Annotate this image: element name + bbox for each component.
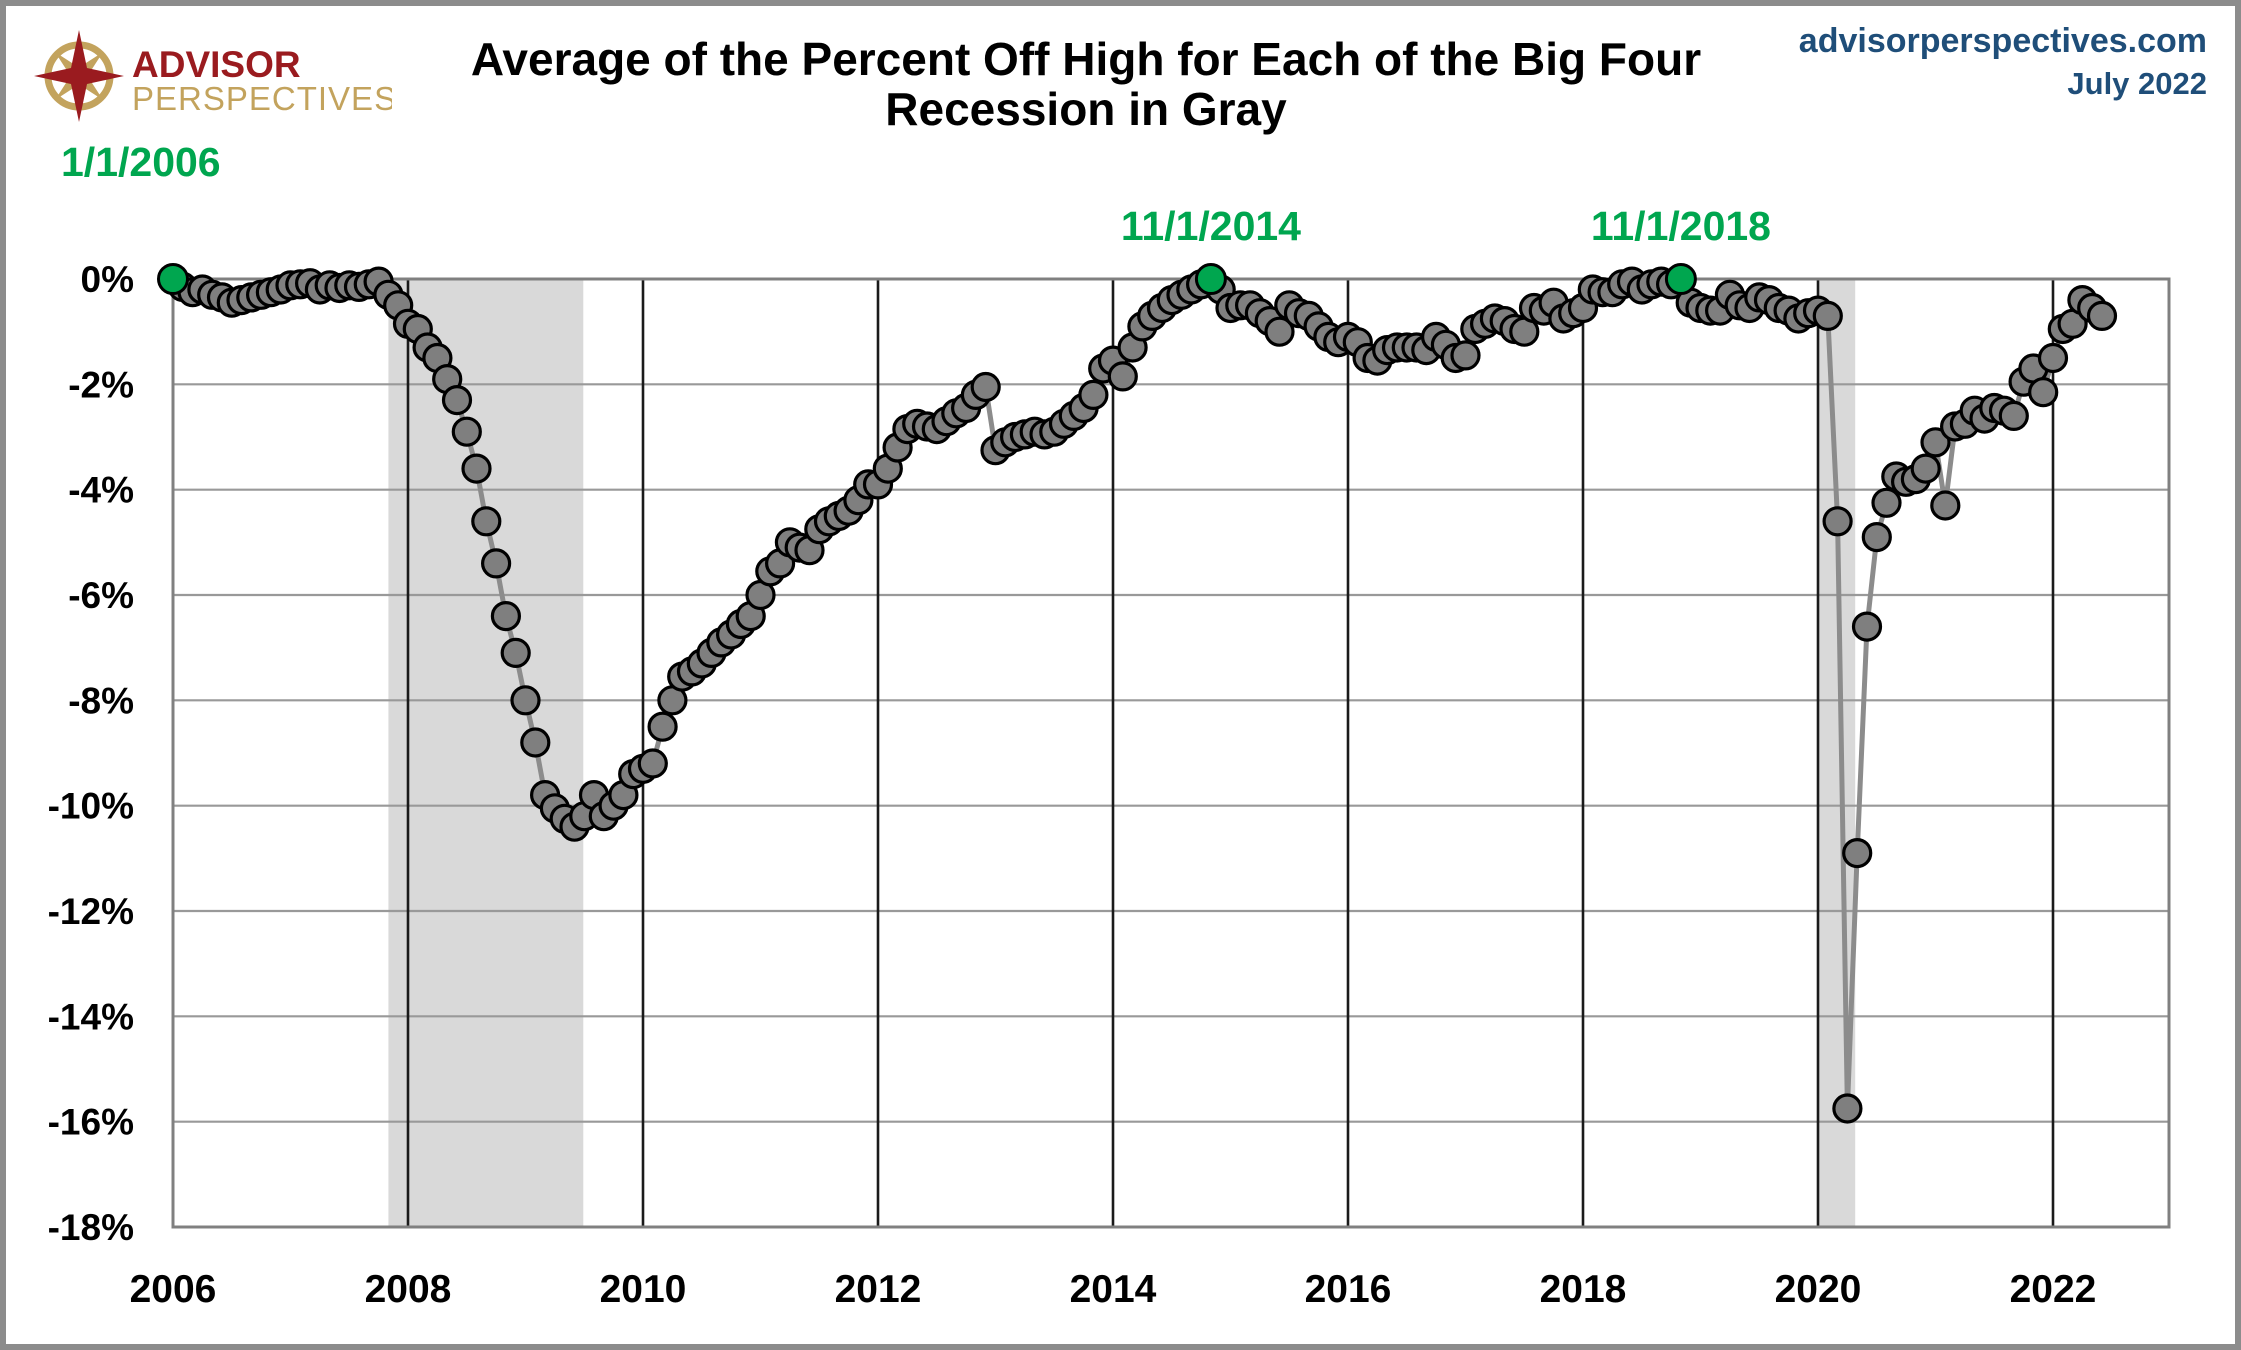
data-point xyxy=(500,637,531,669)
x-axis-tick-label: 2022 xyxy=(2010,1268,2097,1311)
data-point xyxy=(1861,521,1892,553)
data-point xyxy=(970,371,1001,403)
x-axis-tick-label: 2012 xyxy=(835,1268,922,1311)
data-point xyxy=(1842,837,1873,869)
data-point xyxy=(481,548,512,579)
data-point xyxy=(2086,300,2118,331)
y-axis-tick-label: -8% xyxy=(68,680,134,721)
data-point xyxy=(2037,342,2069,374)
data-point xyxy=(461,453,492,484)
data-point xyxy=(1851,611,1883,642)
x-axis-tick-label: 2020 xyxy=(1775,1268,1862,1311)
highlight-date-label: 11/1/2018 xyxy=(1591,203,1771,249)
x-axis-tick-label: 2006 xyxy=(130,1268,217,1311)
chart-title-line2: Recession in Gray xyxy=(885,83,1287,135)
data-point xyxy=(510,685,541,716)
data-point xyxy=(1078,379,1109,410)
logo-perspectives-text: PERSPECTIVES xyxy=(132,80,392,117)
data-point xyxy=(471,506,502,537)
y-axis-tick-label: -6% xyxy=(68,575,134,616)
x-axis-tick-label: 2008 xyxy=(365,1268,452,1311)
x-axis-tick-label: 2016 xyxy=(1305,1268,1392,1311)
data-point xyxy=(1832,1093,1863,1124)
y-axis-tick-label: -4% xyxy=(68,470,134,511)
recession-band xyxy=(388,279,584,1227)
y-axis-tick-label: -18% xyxy=(48,1207,134,1248)
y-axis-tick-label: -14% xyxy=(48,996,134,1037)
highlight-date-label: 11/1/2014 xyxy=(1121,203,1301,249)
logo-advisor-text: ADVISOR xyxy=(132,44,301,85)
data-point xyxy=(490,600,521,632)
chart-title: Average of the Percent Off High for Each… xyxy=(306,34,1866,134)
y-axis-tick-label: -12% xyxy=(48,891,134,932)
data-point xyxy=(1910,453,1941,484)
data-point xyxy=(1871,487,1902,518)
x-axis-tick-label: 2014 xyxy=(1070,1268,1157,1311)
data-point xyxy=(441,385,473,416)
chart-title-line1: Average of the Percent Off High for Each… xyxy=(470,33,1702,85)
x-axis-tick-label: 2010 xyxy=(600,1268,687,1311)
data-point xyxy=(647,711,678,742)
data-point xyxy=(1264,316,1295,347)
publication-date-text: July 2022 xyxy=(2067,66,2207,101)
y-axis-tick-label: -16% xyxy=(48,1102,134,1143)
data-point xyxy=(1930,490,1961,521)
data-point xyxy=(1812,300,1843,331)
data-point xyxy=(520,727,551,758)
y-axis-tick-label: -2% xyxy=(68,364,134,405)
data-point xyxy=(1822,506,1853,537)
x-axis-tick-label: 2018 xyxy=(1540,1268,1627,1311)
advisor-perspectives-logo: ADVISOR PERSPECTIVES xyxy=(34,30,392,122)
data-point xyxy=(1920,427,1951,458)
highlight-data-point xyxy=(1194,263,1227,295)
data-point xyxy=(451,416,482,447)
highlight-date-label: 1/1/2006 xyxy=(61,139,221,185)
y-axis-tick-label: -10% xyxy=(48,786,134,827)
chart-canvas: 0% -2% -4% -6% -8% -10% -12% -14% -16% -18% 2006 20… xyxy=(48,139,2171,1311)
data-point xyxy=(1450,340,1481,371)
highlight-data-point xyxy=(1664,263,1697,295)
data-point xyxy=(637,748,668,779)
highlight-data-point xyxy=(157,263,189,295)
data-point xyxy=(1107,361,1138,392)
plot-border xyxy=(171,277,2171,1229)
source-site-text: advisorperspectives.com xyxy=(1798,22,2207,60)
compass-star-icon xyxy=(34,30,124,122)
data-point xyxy=(2028,377,2059,408)
data-point xyxy=(1998,400,2029,431)
y-axis-tick-label: 0% xyxy=(81,259,134,300)
